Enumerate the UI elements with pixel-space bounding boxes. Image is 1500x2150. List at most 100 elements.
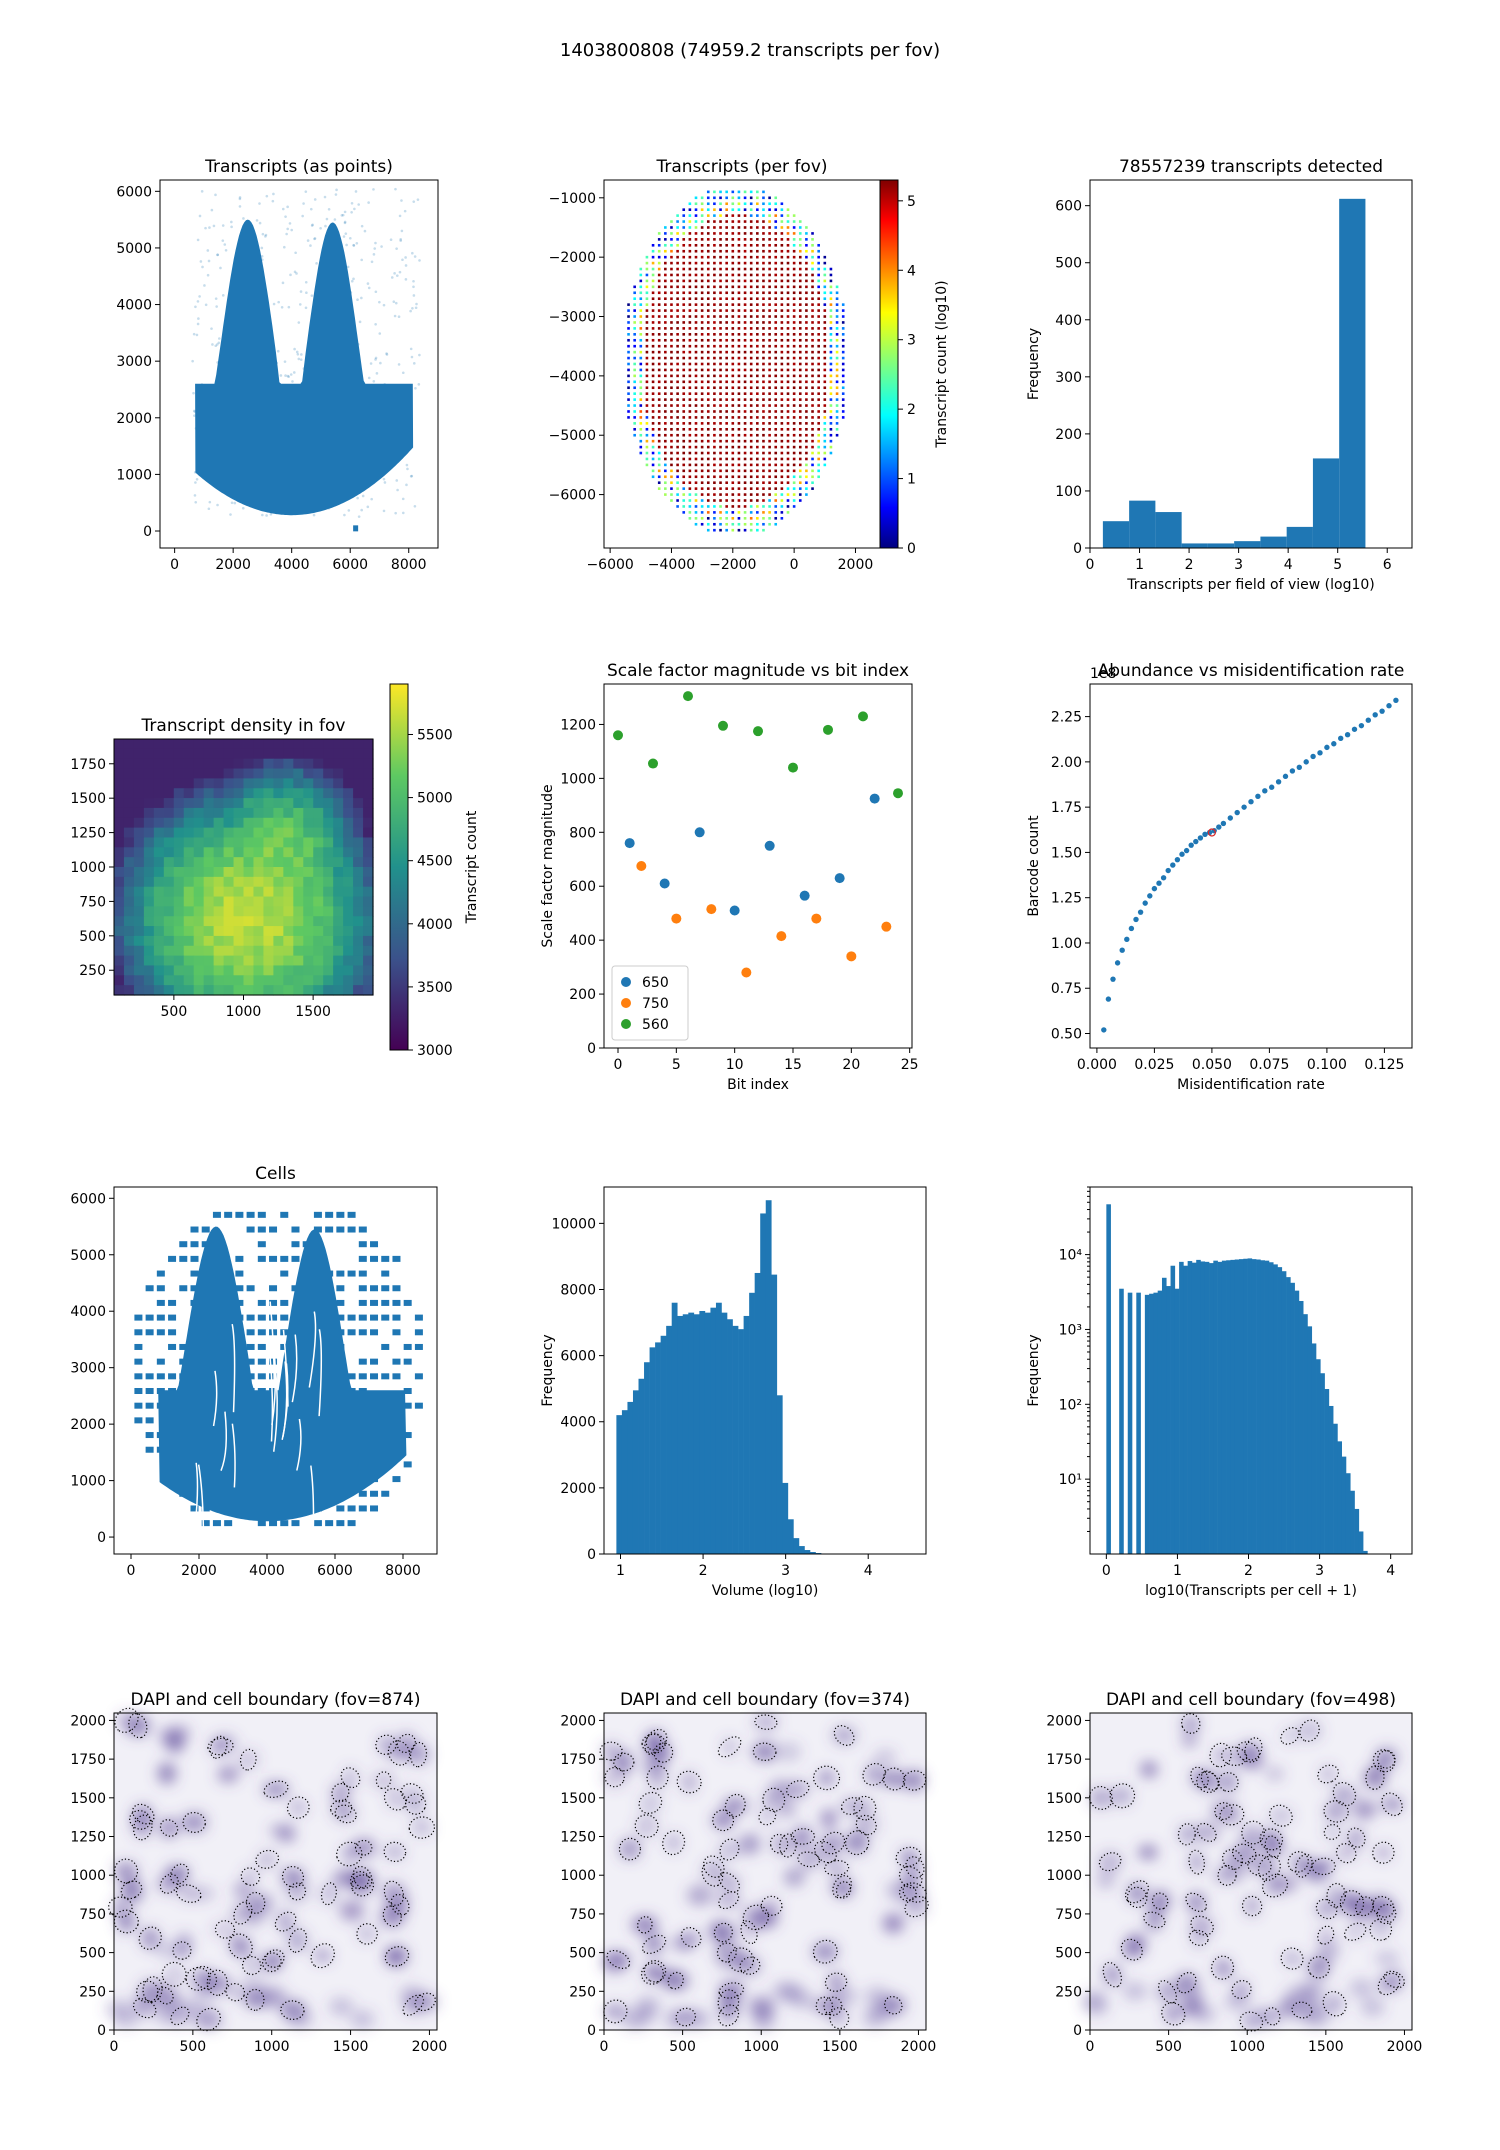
fov-point [743,202,747,206]
heatmap-cell [253,778,265,789]
fov-point [731,499,735,502]
heatmap-cell [363,798,374,809]
fov-point [737,338,741,342]
y-tick-label: 750 [79,894,106,910]
fov-point [664,404,667,407]
scale-point-750 [811,913,822,924]
fov-point [725,469,728,473]
fov-point [651,333,655,336]
colorbar-tick-label: 4500 [417,854,453,870]
heatmap-cell [183,945,195,957]
heatmap-cell [173,985,185,996]
y-tick-label: 100 [1055,484,1082,500]
fov-point [664,267,667,271]
fov-point [664,475,667,479]
heatmap-cell [114,739,125,750]
fov-point [688,433,692,437]
fov-point [719,249,722,253]
cell-block [168,1343,177,1350]
fov-point [633,327,636,330]
y-tick-label: 1000 [1046,1868,1082,1884]
fov-point [725,451,728,455]
heatmap-cell [303,739,314,750]
histogram-bar [1183,1265,1188,1554]
fov-point [639,315,643,318]
heatmap-cell [223,817,235,829]
transcript-point [404,278,408,281]
fov-point [688,427,692,431]
heatmap-cell [343,965,354,976]
heatmap-cell [123,798,135,809]
fov-point [682,422,686,425]
cell-boundary [713,1922,733,1943]
fov-point [774,356,778,360]
fov-point [798,297,802,301]
heatmap-cell [123,867,135,878]
fov-point [774,380,778,384]
fov-point [823,362,827,366]
heatmap-cell [353,739,364,750]
cell-boundary [1185,1892,1208,1913]
fov-point [841,344,845,348]
y-tick-label: 1750 [70,1752,106,1768]
transcript-point [206,249,210,252]
heatmap-cell [213,837,225,848]
fov-point [768,243,771,247]
transcript-point [238,205,242,208]
fov-point [756,493,759,496]
fov-point [664,374,667,378]
fov-point [749,362,753,366]
y-tick-label: −3000 [549,310,596,326]
fov-point [798,475,802,479]
fov-point [645,344,649,348]
fov-point [811,291,814,295]
heatmap-cell [333,807,344,819]
fov-point [768,279,771,283]
heatmap-cell [333,886,344,898]
fov-point [694,487,698,490]
cell-boundary [833,1725,855,1746]
heatmap-cell [173,945,185,957]
heatmap-cell [333,739,344,750]
fov-point [811,451,814,455]
nucleus-blob [189,1887,216,1901]
fov-point [688,249,692,253]
cell-boundary [895,1846,922,1867]
fov-point [731,208,735,211]
fov-point [841,404,845,407]
fov-point [627,398,630,401]
heatmap-cell [223,876,235,888]
fov-point [823,273,827,277]
cell-block [347,1373,356,1380]
fov-point [768,433,771,437]
fov-point [786,350,790,354]
barcode-point [1365,717,1372,723]
fov-point [756,333,759,336]
cell-block [257,1343,266,1350]
heatmap-cell [273,739,284,750]
heatmap-cell [283,758,294,770]
fov-point [756,469,759,473]
heatmap-cell [313,916,324,927]
scale-point-560 [613,730,623,741]
fov-point [798,439,802,443]
heatmap-cell [233,975,245,986]
colorbar-tick-label: 4 [907,263,916,279]
heatmap-cell [233,837,245,848]
heatmap-cell [273,906,284,917]
heatmap-cell [323,916,334,927]
fov-point [823,427,827,431]
fov-point [700,238,704,241]
fov-point [664,457,667,461]
transcript-point [416,198,420,201]
fov-point [792,398,796,401]
heatmap-cell [203,827,215,839]
fov-point [811,232,814,235]
fov-point [657,356,661,360]
fov-point [823,297,827,301]
histogram-bar [1345,1473,1351,1554]
y-tick-label: 0 [587,1547,596,1563]
heatmap-cell [323,847,334,858]
fov-point [633,344,636,348]
